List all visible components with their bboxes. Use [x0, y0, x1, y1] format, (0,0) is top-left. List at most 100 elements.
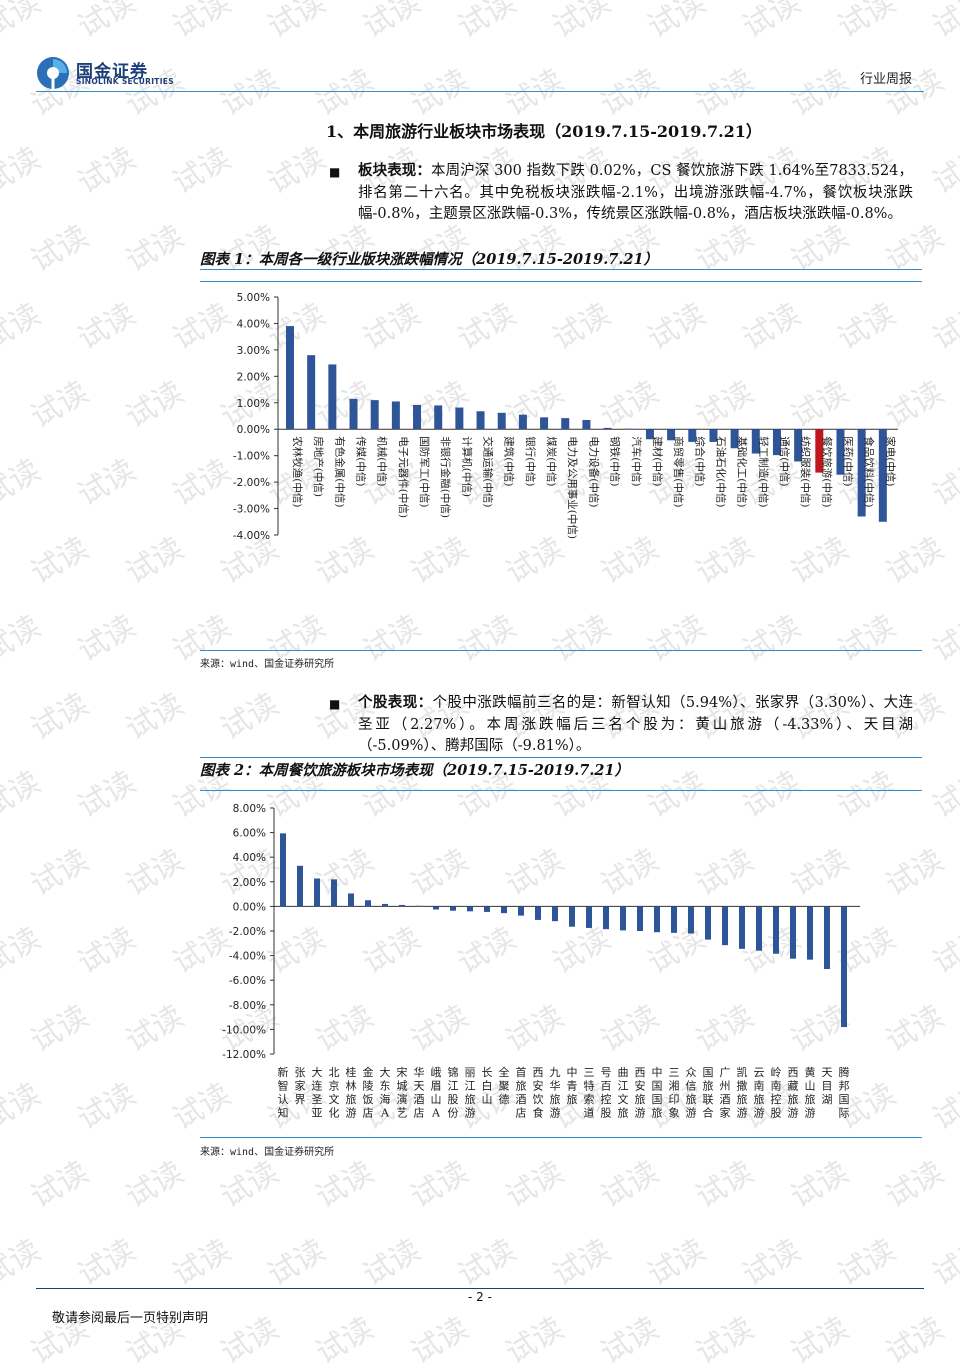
x-category-label: 综合(中信)	[693, 436, 706, 486]
bar	[349, 398, 358, 430]
bar	[297, 865, 303, 907]
x-category-label: 煤炭(中信)	[545, 436, 558, 486]
x-category-label: 农林牧渔(中信)	[291, 436, 304, 507]
bar	[314, 878, 320, 907]
bar	[501, 906, 507, 914]
figure2-bottom-rule	[200, 1137, 922, 1138]
x-category-label: 电力设备(中信)	[587, 436, 600, 507]
x-category-label: 天目湖	[822, 1066, 833, 1106]
bar	[331, 879, 337, 907]
x-category-label: 商贸零售(中信)	[672, 436, 685, 507]
bar	[688, 906, 694, 934]
bar	[722, 906, 728, 946]
x-category-label: 金陵饭店	[363, 1065, 374, 1120]
bar	[370, 400, 379, 430]
x-category-label: 基础化工(中信)	[736, 436, 749, 507]
x-category-label: 峨眉山 A	[431, 1066, 442, 1120]
x-category-label: 新智认知	[278, 1065, 289, 1120]
bar	[484, 906, 490, 912]
industry-performance-chart: 5.00% 4.00% 3.00% 2.00% 1.00% 0.00% -1.00% -2.0…	[233, 292, 898, 542]
bar	[790, 906, 796, 959]
x-category-label: 腾邦国际	[839, 1065, 850, 1120]
figure2-title: 图表 2：本周餐饮旅游板块市场表现（2019.7.15-2019.7.21）	[200, 762, 630, 779]
x-category-label: 凯撒旅游	[737, 1066, 748, 1120]
bar	[476, 411, 485, 430]
bar	[671, 906, 677, 933]
bar	[836, 429, 845, 475]
bullet-icon: ■	[329, 697, 341, 711]
bar	[773, 906, 779, 954]
y-tick-label: 4.00%	[233, 852, 266, 864]
bar	[603, 427, 612, 430]
paragraph-label: 个股表现：	[358, 694, 433, 711]
x-category-label: 国防军工(中信)	[418, 436, 431, 507]
bar	[637, 906, 643, 931]
bar	[705, 906, 711, 940]
sinolink-logo-icon	[37, 57, 69, 89]
disclaimer-link[interactable]: 敬请参阅最后一页特别声明	[52, 1311, 209, 1326]
bar	[382, 903, 388, 907]
x-category-label: 西安旅游	[635, 1066, 646, 1120]
brand-name: 国金证券	[76, 62, 148, 82]
bar	[654, 906, 660, 933]
x-category-label: 石油石化(中信)	[714, 436, 727, 507]
bar	[709, 429, 718, 442]
x-category-label: 房地产(中信)	[312, 436, 325, 497]
figure1-source: 来源：wind、国金证券研究所	[200, 659, 335, 670]
x-category-label: 锦江股份	[448, 1065, 459, 1120]
y-tick-label: -10.00%	[222, 1024, 266, 1036]
figure2-pre-rule	[200, 757, 922, 758]
y-tick-label: 8.00%	[233, 803, 266, 815]
bar	[751, 429, 760, 454]
figure2-top-rule	[200, 790, 922, 791]
bar	[624, 428, 633, 430]
x-category-label: 建材(中信)	[651, 436, 664, 486]
x-category-label: 中国国旅	[652, 1066, 663, 1120]
x-category-label: 中青旅	[567, 1066, 578, 1106]
header-rule	[36, 91, 924, 92]
x-category-label: 交通运输(中信)	[482, 436, 495, 507]
bar	[756, 906, 762, 951]
x-category-label: 首旅酒店	[516, 1065, 527, 1120]
bar	[569, 906, 575, 927]
bullet-icon: ■	[329, 165, 341, 179]
bar	[535, 906, 541, 920]
y-tick-label: -1.00%	[233, 451, 270, 463]
x-category-label: 北京文化	[329, 1066, 340, 1120]
x-category-label: 三湘印象	[669, 1066, 680, 1120]
y-tick-label: -2.00%	[229, 926, 266, 938]
section-title: 1、本周旅游行业板块市场表现（2019.7.15-2019.7.21）	[326, 122, 762, 141]
y-tick-label: -6.00%	[229, 975, 266, 987]
x-category-label: 号百控股	[601, 1066, 612, 1120]
x-category-label: 医药(中信)	[841, 436, 854, 486]
bar	[518, 906, 524, 916]
x-category-label: 众信旅游	[686, 1066, 697, 1120]
report-type: 行业周报	[859, 72, 912, 87]
bar	[824, 906, 830, 970]
figure1-top-rule	[200, 269, 922, 270]
x-category-label: 三特索道	[584, 1066, 595, 1120]
y-tick-label: -4.00%	[229, 951, 266, 963]
bar	[328, 364, 337, 430]
y-tick-label: -4.00%	[233, 530, 270, 542]
x-category-label: 华天酒店	[414, 1065, 425, 1120]
y-tick-label: -2.00%	[233, 477, 270, 489]
x-category-label: 汽车(中信)	[630, 436, 643, 486]
x-category-label: 电力及公用事业(中信)	[566, 436, 579, 539]
bar	[450, 906, 456, 911]
bar	[582, 419, 591, 430]
y-tick-label: 5.00%	[237, 292, 270, 304]
bar	[365, 900, 371, 907]
x-category-label: 通信(中信)	[778, 436, 791, 486]
x-category-label: 桂林旅游	[346, 1065, 357, 1120]
bar	[807, 906, 813, 960]
paragraph-label: 板块表现：	[358, 162, 432, 179]
x-category-label: 建筑(中信)	[503, 436, 516, 486]
bar	[416, 905, 422, 907]
brand-name-en: SINOLINK SECURITIES	[76, 77, 174, 86]
y-tick-label: 2.00%	[233, 877, 266, 889]
x-category-label: 计算机(中信)	[460, 436, 473, 497]
footer-rule	[36, 1288, 924, 1289]
catering-tourism-stocks-chart: 8.00% 6.00% 4.00% 2.00% 0.00% -2.00% -4.00% -6.…	[222, 803, 860, 1120]
x-category-label: 丽江旅游	[465, 1066, 476, 1120]
